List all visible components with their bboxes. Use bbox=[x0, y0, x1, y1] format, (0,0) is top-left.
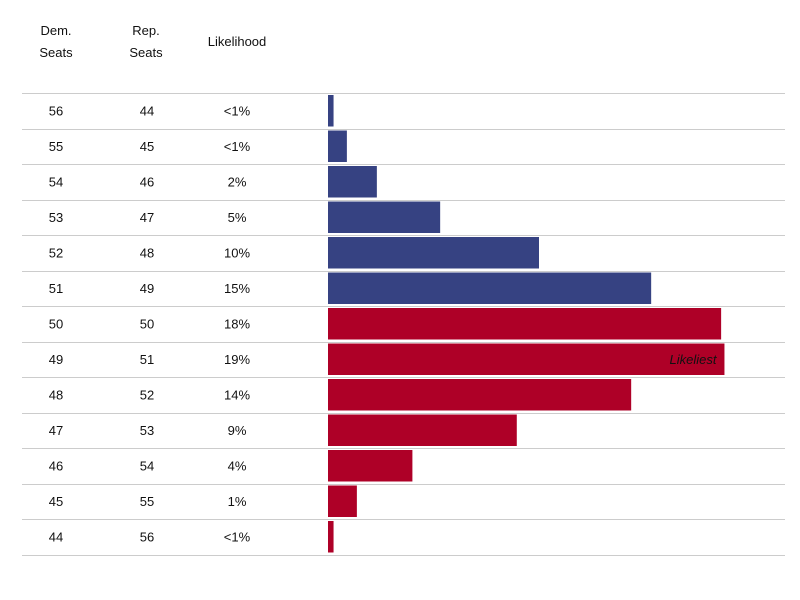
likelihood-value: <1% bbox=[224, 529, 251, 544]
dem-seats-value: 56 bbox=[49, 103, 63, 118]
likelihood-bar bbox=[328, 237, 539, 269]
header-rep-seats: Rep. Seats bbox=[114, 20, 178, 64]
dem-seats-value: 55 bbox=[49, 139, 63, 154]
likelihood-value: 18% bbox=[224, 316, 250, 331]
rep-seats-value: 45 bbox=[140, 139, 154, 154]
rep-seats-value: 55 bbox=[140, 494, 154, 509]
likelihood-value: <1% bbox=[224, 103, 251, 118]
rep-seats-value: 53 bbox=[140, 423, 154, 438]
rep-seats-value: 51 bbox=[140, 352, 154, 367]
dem-seats-value: 49 bbox=[49, 352, 63, 367]
dem-seats-value: 53 bbox=[49, 210, 63, 225]
dem-seats-value: 51 bbox=[49, 281, 63, 296]
header-dem-line1: Dem. bbox=[40, 23, 72, 38]
header-dem-line2: Seats bbox=[39, 45, 73, 60]
likelihood-value: 1% bbox=[228, 494, 247, 509]
dem-seats-value: 45 bbox=[49, 494, 63, 509]
dem-seats-value: 54 bbox=[49, 174, 63, 189]
rep-seats-value: 56 bbox=[140, 529, 154, 544]
dem-seats-value: 47 bbox=[49, 423, 63, 438]
likelihood-bar bbox=[328, 450, 413, 482]
likelihood-value: <1% bbox=[224, 139, 251, 154]
likelihood-value: 9% bbox=[228, 423, 247, 438]
rep-seats-value: 52 bbox=[140, 387, 154, 402]
likeliest-annotation: Likeliest bbox=[669, 352, 717, 367]
likelihood-value: 2% bbox=[228, 174, 247, 189]
likelihood-bar bbox=[328, 95, 334, 127]
likelihood-value: 19% bbox=[224, 352, 250, 367]
likelihood-bar bbox=[328, 166, 377, 198]
dem-seats-value: 52 bbox=[49, 245, 63, 260]
rep-seats-value: 54 bbox=[140, 458, 154, 473]
header-likelihood: Likelihood bbox=[207, 34, 267, 49]
likelihood-value: 4% bbox=[228, 458, 247, 473]
likelihood-bar bbox=[328, 414, 517, 446]
likelihood-value: 10% bbox=[224, 245, 250, 260]
likelihood-bar bbox=[328, 201, 441, 233]
rep-seats-value: 47 bbox=[140, 210, 154, 225]
dem-seats-value: 50 bbox=[49, 316, 63, 331]
likelihood-value: 5% bbox=[228, 210, 247, 225]
likelihood-bar bbox=[328, 485, 357, 517]
rep-seats-value: 44 bbox=[140, 103, 154, 118]
dem-seats-value: 48 bbox=[49, 387, 63, 402]
rep-seats-value: 50 bbox=[140, 316, 154, 331]
likelihood-bar bbox=[328, 521, 334, 553]
likelihood-bar bbox=[328, 272, 652, 304]
likelihood-bar bbox=[328, 379, 632, 411]
likelihood-bar bbox=[328, 308, 722, 340]
likelihood-value: 14% bbox=[224, 387, 250, 402]
dem-seats-value: 46 bbox=[49, 458, 63, 473]
header-rep-line1: Rep. bbox=[132, 23, 160, 38]
header-dem-seats: Dem. Seats bbox=[24, 20, 88, 64]
likelihood-bar bbox=[328, 343, 725, 375]
rep-seats-value: 48 bbox=[140, 245, 154, 260]
rep-seats-value: 49 bbox=[140, 281, 154, 296]
dem-seats-value: 44 bbox=[49, 529, 63, 544]
likelihood-bar bbox=[328, 130, 347, 162]
header-rep-line2: Seats bbox=[129, 45, 163, 60]
rep-seats-value: 46 bbox=[140, 174, 154, 189]
likelihood-value: 15% bbox=[224, 281, 250, 296]
